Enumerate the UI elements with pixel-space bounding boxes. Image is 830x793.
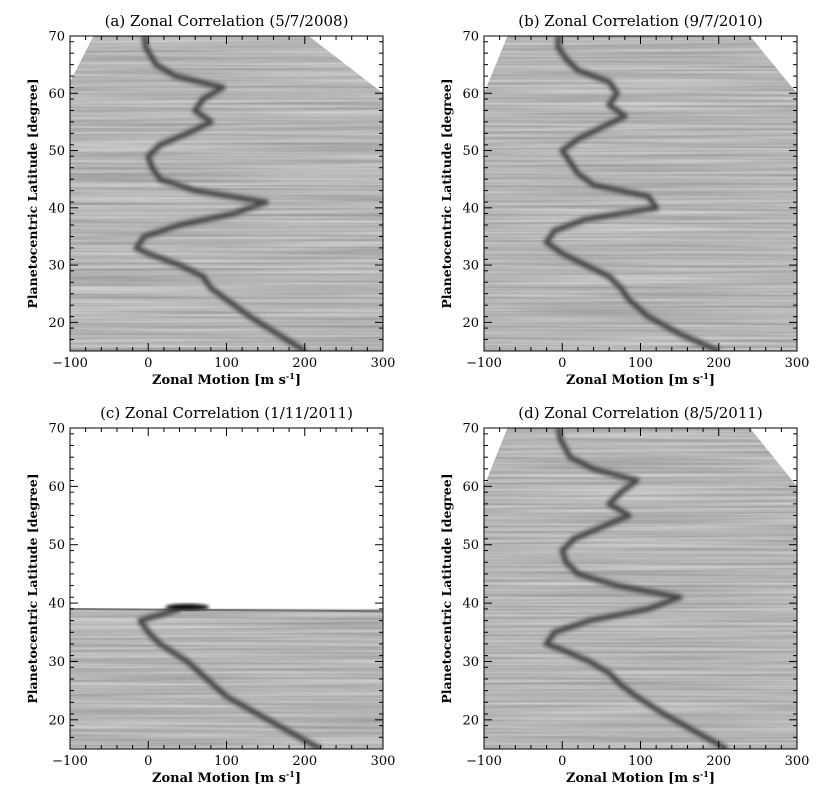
x-axis-label: Zonal Motion [m s-1]: [566, 371, 715, 388]
x-tick-label: 0: [144, 754, 152, 769]
data-edge: [70, 607, 383, 613]
x-tick-label: 100: [628, 356, 653, 371]
ridge-line: [544, 428, 728, 749]
x-tick-label: 0: [558, 754, 566, 769]
x-axis-label-text: Zonal Motion [m s: [566, 373, 700, 388]
heatmap-area: [484, 36, 797, 351]
heatmap-area: [70, 36, 383, 351]
x-tick-label: −100: [466, 356, 502, 371]
x-tick-label: 0: [558, 356, 566, 371]
y-tick-label: 40: [462, 597, 479, 612]
x-tick-label: 200: [706, 754, 731, 769]
y-axis-label: Planetocentric Latitude [degree]: [439, 78, 454, 308]
x-axis-label: Zonal Motion [m s-1]: [152, 371, 301, 388]
x-axis-label-text: Zonal Motion [m s: [152, 373, 286, 388]
ridge-line: [544, 36, 720, 351]
y-tick-label: 20: [462, 713, 479, 728]
y-tick-label: 40: [48, 597, 65, 612]
heatmap-area: [484, 428, 797, 749]
x-tick-label: 0: [144, 356, 152, 371]
y-tick-label: 30: [462, 655, 479, 670]
x-axis-label-end: ]: [709, 373, 715, 388]
x-axis-label-end: ]: [295, 373, 301, 388]
panel-c: −100 0 100 200 300 20 30 40 50 60 70 (c) Zonal Corr…: [25, 404, 395, 786]
x-tick-label: 300: [371, 754, 396, 769]
x-tick-label: 100: [214, 356, 239, 371]
mask-top-right: [308, 36, 383, 94]
y-tick-label: 60: [462, 87, 479, 102]
panel-title: (b) Zonal Correlation (9/7/2010): [518, 12, 763, 30]
heatmap-texture: [70, 608, 383, 749]
y-tick-label: 50: [462, 144, 479, 159]
mask-top-right: [750, 36, 797, 94]
y-tick-label: 70: [462, 30, 479, 45]
x-tick-label: −100: [52, 754, 88, 769]
mask-top-left: [70, 36, 94, 82]
ridge-line: [134, 36, 306, 351]
y-tick-label: 50: [462, 538, 479, 553]
heatmap-area: [70, 603, 383, 749]
x-axis-label-text: Zonal Motion [m s: [152, 771, 286, 786]
panel-title: (c) Zonal Correlation (1/11/2011): [100, 404, 353, 422]
y-tick-label: 70: [48, 422, 65, 437]
y-tick-label: 20: [462, 316, 479, 331]
mask-top-left: [484, 36, 508, 94]
y-tick-label: 60: [48, 480, 65, 495]
y-axis-label: Planetocentric Latitude [degree]: [25, 78, 40, 308]
y-tick-label: 20: [48, 713, 65, 728]
x-axis-label-sup: -1: [286, 371, 295, 381]
panel-title: (d) Zonal Correlation (8/5/2011): [518, 404, 763, 422]
panel-b: −100 0 100 200 300 20 30 40 50 60 70 (b) Zonal Corr…: [439, 12, 809, 388]
y-tick-label: 50: [48, 144, 65, 159]
y-tick-label: 40: [462, 201, 479, 216]
y-tick-label: 70: [48, 30, 65, 45]
y-tick-label: 60: [462, 480, 479, 495]
x-tick-label: 300: [371, 356, 396, 371]
y-axis-label: Planetocentric Latitude [degree]: [439, 473, 454, 703]
x-axis-label-end: ]: [295, 771, 301, 786]
y-tick-label: 20: [48, 316, 65, 331]
panel-a: −100 0 100 200 300 20 30 40 50 60 70 (a) Zonal Corr…: [25, 12, 395, 388]
x-axis-label: Zonal Motion [m s-1]: [152, 769, 301, 786]
y-tick-label: 30: [462, 259, 479, 274]
x-axis-label: Zonal Motion [m s-1]: [566, 769, 715, 786]
mask-top-right: [750, 428, 797, 487]
x-tick-label: 300: [785, 754, 810, 769]
y-tick-label: 40: [48, 201, 65, 216]
panel-title: (a) Zonal Correlation (5/7/2008): [105, 12, 349, 30]
x-tick-label: 200: [292, 356, 317, 371]
y-axis-label: Planetocentric Latitude [degree]: [25, 473, 40, 703]
x-tick-label: 200: [292, 754, 317, 769]
x-tick-label: −100: [52, 356, 88, 371]
x-axis-label-text: Zonal Motion [m s: [566, 771, 700, 786]
x-tick-label: −100: [466, 754, 502, 769]
ridge-line: [138, 606, 322, 749]
x-axis-label-end: ]: [709, 771, 715, 786]
x-axis-label-sup: -1: [700, 371, 709, 381]
y-tick-label: 50: [48, 538, 65, 553]
x-axis-label-sup: -1: [700, 769, 709, 779]
x-axis-label-sup: -1: [286, 769, 295, 779]
panel-d: −100 0 100 200 300 20 30 40 50 60 70 (d) Zonal Corr…: [439, 404, 809, 786]
y-tick-label: 60: [48, 87, 65, 102]
x-tick-label: 200: [706, 356, 731, 371]
mask-top-left: [484, 428, 508, 487]
x-tick-label: 100: [214, 754, 239, 769]
y-tick-label: 30: [48, 259, 65, 274]
y-tick-label: 70: [462, 422, 479, 437]
x-tick-label: 100: [628, 754, 653, 769]
x-tick-label: 300: [785, 356, 810, 371]
y-tick-label: 30: [48, 655, 65, 670]
